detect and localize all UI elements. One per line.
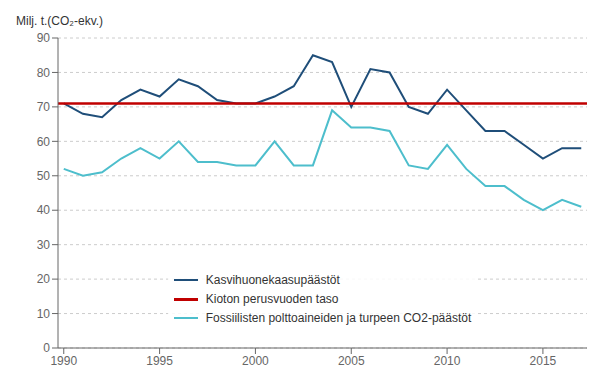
svg-text:50: 50 [37,169,51,183]
svg-text:70: 70 [37,100,51,114]
svg-text:80: 80 [37,66,51,80]
html-text:Kasvihuonekaasupäästöt: Kasvihuonekaasupäästöt [205,273,340,287]
html-text:Kioton perusvuoden taso: Kioton perusvuoden taso [205,292,339,306]
svg-text:40: 40 [37,203,51,217]
svg-text:2010: 2010 [434,354,461,368]
svg-text:10: 10 [37,307,51,321]
svg-text:1995: 1995 [146,354,173,368]
html-text:Fossiilisten polttoaineiden ja: Fossiilisten polttoaineiden ja turpeen C… [205,311,472,325]
svg-text:30: 30 [37,238,51,252]
svg-text:2005: 2005 [338,354,365,368]
svg-text:60: 60 [37,135,51,149]
svg-text:2000: 2000 [242,354,269,368]
svg-text:2015: 2015 [530,354,557,368]
svg-text:1990: 1990 [50,354,77,368]
html-text:Milj. t.(CO₂-ekv.): Milj. t.(CO₂-ekv.) [16,14,104,28]
svg-text:0: 0 [43,341,50,355]
svg-text:20: 20 [37,272,51,286]
svg-text:90: 90 [37,31,51,45]
